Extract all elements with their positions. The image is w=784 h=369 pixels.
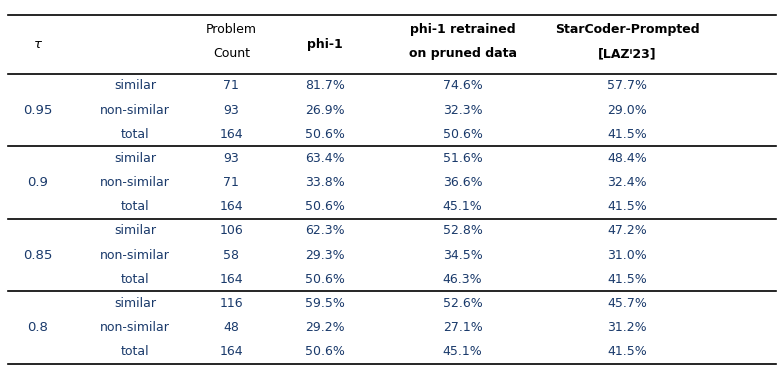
Text: 71: 71 (223, 176, 239, 189)
Text: non-similar: non-similar (100, 321, 170, 334)
Text: [LAZⁱ23]: [LAZⁱ23] (598, 47, 656, 61)
Text: 164: 164 (220, 273, 243, 286)
Text: 45.1%: 45.1% (443, 345, 482, 358)
Text: 62.3%: 62.3% (306, 224, 345, 237)
Text: phi-1: phi-1 (307, 38, 343, 51)
Text: 48: 48 (223, 321, 239, 334)
Text: 0.8: 0.8 (27, 321, 48, 334)
Text: 50.6%: 50.6% (306, 345, 345, 358)
Text: 27.1%: 27.1% (443, 321, 482, 334)
Text: 31.2%: 31.2% (608, 321, 647, 334)
Text: similar: similar (114, 297, 156, 310)
Text: similar: similar (114, 152, 156, 165)
Text: 29.3%: 29.3% (306, 249, 345, 262)
Text: 33.8%: 33.8% (306, 176, 345, 189)
Text: 57.7%: 57.7% (607, 79, 648, 92)
Text: similar: similar (114, 224, 156, 237)
Text: 93: 93 (223, 104, 239, 117)
Text: 48.4%: 48.4% (608, 152, 647, 165)
Text: 45.1%: 45.1% (443, 200, 482, 213)
Text: 0.9: 0.9 (27, 176, 48, 189)
Text: total: total (121, 200, 149, 213)
Text: 32.3%: 32.3% (443, 104, 482, 117)
Text: non-similar: non-similar (100, 176, 170, 189)
Text: $\tau$: $\tau$ (33, 38, 42, 51)
Text: 32.4%: 32.4% (608, 176, 647, 189)
Text: 50.6%: 50.6% (443, 128, 482, 141)
Text: 52.6%: 52.6% (443, 297, 482, 310)
Text: 81.7%: 81.7% (306, 79, 345, 92)
Text: total: total (121, 128, 149, 141)
Text: 164: 164 (220, 345, 243, 358)
Text: 41.5%: 41.5% (608, 273, 647, 286)
Text: total: total (121, 273, 149, 286)
Text: 106: 106 (220, 224, 243, 237)
Text: on pruned data: on pruned data (408, 47, 517, 61)
Text: Problem: Problem (205, 23, 257, 37)
Text: similar: similar (114, 79, 156, 92)
Text: 51.6%: 51.6% (443, 152, 482, 165)
Text: 41.5%: 41.5% (608, 200, 647, 213)
Text: 59.5%: 59.5% (306, 297, 345, 310)
Text: 116: 116 (220, 297, 243, 310)
Text: 0.85: 0.85 (23, 249, 53, 262)
Text: Count: Count (212, 47, 250, 61)
Text: 74.6%: 74.6% (443, 79, 482, 92)
Text: non-similar: non-similar (100, 249, 170, 262)
Text: 29.0%: 29.0% (608, 104, 647, 117)
Text: 71: 71 (223, 79, 239, 92)
Text: total: total (121, 345, 149, 358)
Text: 50.6%: 50.6% (306, 200, 345, 213)
Text: 41.5%: 41.5% (608, 128, 647, 141)
Text: 47.2%: 47.2% (608, 224, 647, 237)
Text: 58: 58 (223, 249, 239, 262)
Text: 31.0%: 31.0% (608, 249, 647, 262)
Text: 26.9%: 26.9% (306, 104, 345, 117)
Text: 29.2%: 29.2% (306, 321, 345, 334)
Text: 45.7%: 45.7% (608, 297, 647, 310)
Text: 41.5%: 41.5% (608, 345, 647, 358)
Text: 93: 93 (223, 152, 239, 165)
Text: 164: 164 (220, 128, 243, 141)
Text: 36.6%: 36.6% (443, 176, 482, 189)
Text: 46.3%: 46.3% (443, 273, 482, 286)
Text: 50.6%: 50.6% (306, 273, 345, 286)
Text: phi-1 retrained: phi-1 retrained (410, 23, 515, 37)
Text: StarCoder-Prompted: StarCoder-Prompted (555, 23, 699, 37)
Text: 50.6%: 50.6% (306, 128, 345, 141)
Text: 0.95: 0.95 (23, 104, 53, 117)
Text: 34.5%: 34.5% (443, 249, 482, 262)
Text: 63.4%: 63.4% (306, 152, 345, 165)
Text: 52.8%: 52.8% (443, 224, 482, 237)
Text: 164: 164 (220, 200, 243, 213)
Text: non-similar: non-similar (100, 104, 170, 117)
